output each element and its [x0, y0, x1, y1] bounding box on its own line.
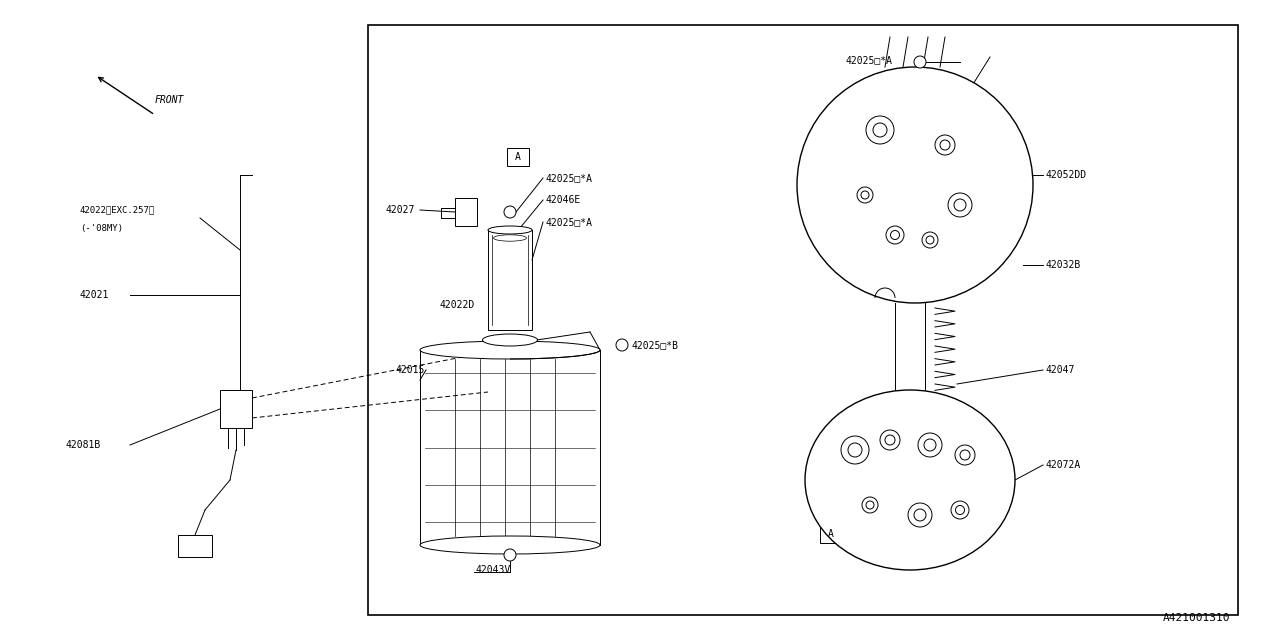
Circle shape	[886, 226, 904, 244]
Circle shape	[873, 123, 887, 137]
Circle shape	[934, 135, 955, 155]
Text: 42022〈EXC.257〉: 42022〈EXC.257〉	[79, 205, 155, 214]
Text: 42025□*A: 42025□*A	[545, 217, 591, 227]
Circle shape	[925, 236, 934, 244]
Text: A: A	[828, 529, 835, 539]
Text: 42015: 42015	[396, 365, 425, 375]
Circle shape	[867, 501, 874, 509]
Circle shape	[616, 339, 628, 351]
Bar	[488, 230, 532, 330]
Text: A: A	[515, 152, 521, 162]
Circle shape	[504, 549, 516, 561]
Bar	[178, 535, 212, 557]
Circle shape	[922, 232, 938, 248]
Text: 42072A: 42072A	[1046, 460, 1082, 470]
Circle shape	[918, 433, 942, 457]
Text: FRONT: FRONT	[155, 95, 184, 105]
Circle shape	[940, 140, 950, 150]
Text: 42027: 42027	[385, 205, 415, 215]
Text: 42025□*A: 42025□*A	[845, 55, 892, 65]
Circle shape	[858, 187, 873, 203]
Ellipse shape	[420, 536, 600, 554]
Text: 42025□*B: 42025□*B	[632, 340, 678, 350]
Ellipse shape	[494, 235, 526, 241]
Bar	[454, 198, 477, 226]
Circle shape	[954, 199, 966, 211]
Bar	[369, 25, 1238, 615]
Circle shape	[951, 501, 969, 519]
Circle shape	[914, 56, 925, 68]
Circle shape	[881, 430, 900, 450]
Circle shape	[891, 230, 900, 239]
Ellipse shape	[805, 390, 1015, 570]
Ellipse shape	[420, 341, 600, 359]
Circle shape	[955, 445, 975, 465]
Circle shape	[506, 347, 515, 357]
Bar	[220, 390, 252, 428]
Ellipse shape	[483, 334, 538, 346]
Circle shape	[948, 193, 972, 217]
Text: 42043V: 42043V	[476, 565, 511, 575]
Text: 42025□*A: 42025□*A	[545, 173, 591, 183]
Text: 42052DD: 42052DD	[1046, 170, 1087, 180]
Bar	[507, 148, 529, 166]
Text: (-'08MY): (-'08MY)	[79, 223, 123, 232]
Circle shape	[884, 435, 895, 445]
Circle shape	[861, 191, 869, 199]
Text: 42047: 42047	[1046, 365, 1075, 375]
Circle shape	[914, 509, 925, 521]
Text: 42032B: 42032B	[1046, 260, 1082, 270]
Circle shape	[841, 436, 869, 464]
Text: A421001310: A421001310	[1162, 613, 1230, 623]
Text: 42021: 42021	[79, 290, 109, 300]
Circle shape	[849, 443, 861, 457]
Ellipse shape	[488, 226, 532, 234]
Circle shape	[924, 439, 936, 451]
Text: 42081B: 42081B	[65, 440, 100, 450]
Circle shape	[908, 503, 932, 527]
Circle shape	[955, 506, 965, 515]
Bar	[820, 525, 842, 543]
Circle shape	[960, 450, 970, 460]
Circle shape	[867, 116, 893, 144]
Text: 42022D: 42022D	[440, 300, 475, 310]
Circle shape	[504, 206, 516, 218]
Circle shape	[861, 497, 878, 513]
Circle shape	[797, 67, 1033, 303]
Text: 42046E: 42046E	[545, 195, 580, 205]
